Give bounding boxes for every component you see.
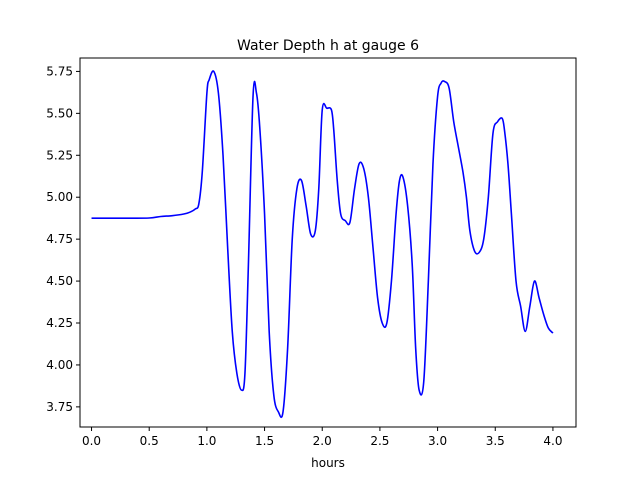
x-tick-label: 3.5 — [486, 434, 505, 448]
x-axis-label: hours — [311, 456, 345, 470]
series-line-0 — [91, 70, 554, 419]
x-tick-label: 1.5 — [255, 434, 274, 448]
x-tick-label: 4.0 — [543, 434, 562, 448]
plot-area — [91, 70, 554, 419]
x-tick-label: 0.5 — [140, 434, 159, 448]
y-tick-label: 4.75 — [46, 232, 73, 246]
x-axis: 0.0 0.5 1.0 1.5 2.0 2.5 3.0 3.5 4.0 — [82, 427, 562, 448]
x-tick-label: 2.5 — [370, 434, 389, 448]
y-tick-label: 4.25 — [46, 316, 73, 330]
y-tick-label: 5.75 — [46, 64, 73, 78]
x-tick-label: 3.0 — [428, 434, 447, 448]
axes-frame — [79, 57, 577, 428]
x-tick-label: 0.0 — [82, 434, 101, 448]
y-axis: 3.75 4.00 4.25 4.50 4.75 5.00 5.25 5.50 5.75 — [46, 64, 80, 414]
y-tick-label: 5.50 — [46, 106, 73, 120]
y-tick-label: 3.75 — [46, 400, 73, 414]
y-tick-label: 5.25 — [46, 148, 73, 162]
chart-title: Water Depth h at gauge 6 — [237, 38, 419, 54]
x-tick-label: 1.0 — [197, 434, 216, 448]
y-tick-label: 4.50 — [46, 274, 73, 288]
x-tick-label: 2.0 — [313, 434, 332, 448]
y-tick-label: 4.00 — [46, 358, 73, 372]
y-tick-label: 5.00 — [46, 190, 73, 204]
